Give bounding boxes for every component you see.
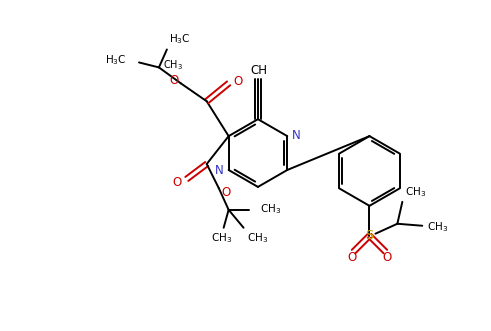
Text: H$_3$C: H$_3$C xyxy=(169,33,191,46)
Text: O: O xyxy=(347,251,356,264)
Text: O: O xyxy=(383,251,392,264)
Text: O: O xyxy=(172,176,182,189)
Text: N: N xyxy=(292,129,301,142)
Text: CH$_3$: CH$_3$ xyxy=(246,231,268,245)
Text: O: O xyxy=(169,74,179,87)
Text: S: S xyxy=(365,229,374,242)
Text: H$_3$C: H$_3$C xyxy=(106,54,127,67)
Text: CH$_3$: CH$_3$ xyxy=(427,220,448,234)
Text: O: O xyxy=(221,186,231,199)
Text: CH$_3$: CH$_3$ xyxy=(261,202,282,216)
Text: CH: CH xyxy=(250,64,268,77)
Text: CH$_3$: CH$_3$ xyxy=(406,185,427,199)
Text: O: O xyxy=(234,75,243,88)
Text: CH$_3$: CH$_3$ xyxy=(163,59,183,72)
Text: N: N xyxy=(215,165,223,177)
Text: CH$_3$: CH$_3$ xyxy=(211,231,232,245)
